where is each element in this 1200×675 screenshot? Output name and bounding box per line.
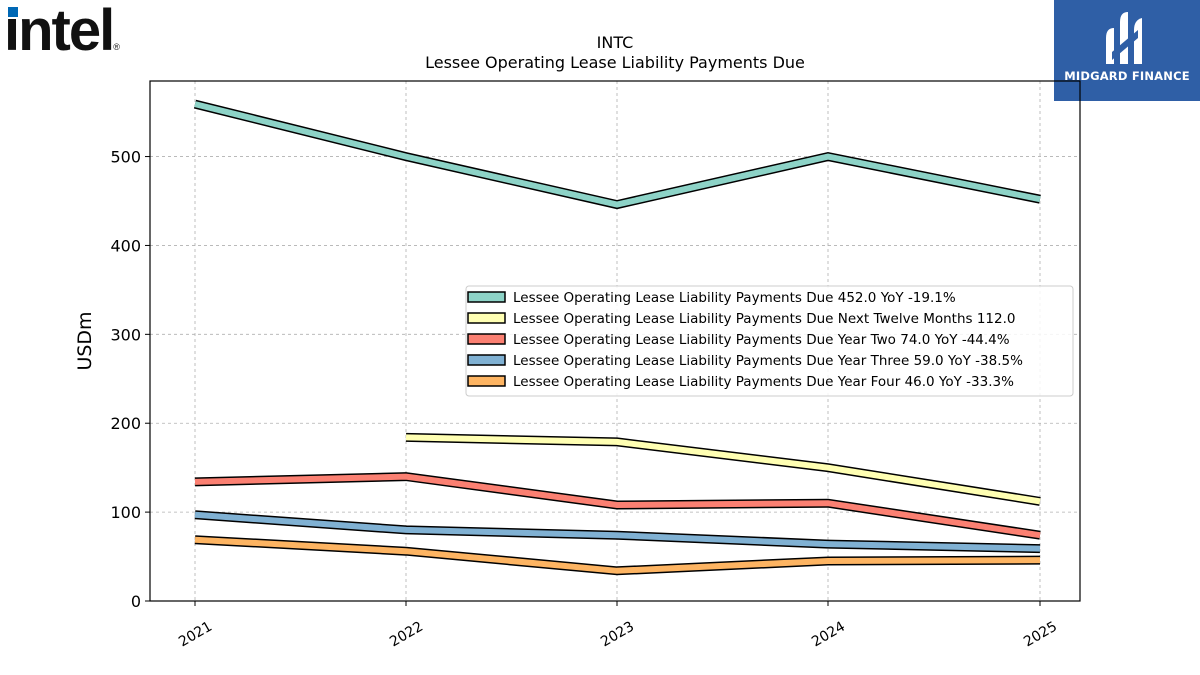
intel-logo-dot <box>8 7 18 17</box>
x-tick-label: 2023 <box>598 619 637 651</box>
y-tick-label: 300 <box>110 325 141 344</box>
midgard-finance-logo: MIDGARD FINANCE <box>1054 0 1200 101</box>
y-tick-label: 400 <box>110 236 141 255</box>
series-line-3 <box>194 511 1041 552</box>
x-tick-label: 2022 <box>387 619 426 651</box>
y-tick-label: 200 <box>110 414 141 433</box>
y-axis-label: USDm <box>74 311 96 370</box>
intel-logo: intel® <box>4 2 120 60</box>
series-line-4 <box>194 536 1041 574</box>
legend-swatch-3 <box>467 354 506 366</box>
midgard-logo-mark <box>1106 12 1142 64</box>
legend-label-3: Lessee Operating Lease Liability Payment… <box>513 353 1023 369</box>
intel-logo-text: intel <box>4 0 115 63</box>
plot-frame <box>149 80 1081 602</box>
chart-subtitle: Lessee Operating Lease Liability Payment… <box>425 53 805 72</box>
legend-swatch-1 <box>467 312 506 324</box>
series-line-0 <box>194 101 1041 208</box>
legend-swatch-2 <box>467 333 506 345</box>
x-tick-label: 2025 <box>1021 619 1060 651</box>
legend-label-1: Lessee Operating Lease Liability Payment… <box>513 311 1015 327</box>
legend-box <box>465 285 1074 397</box>
legend-label-4: Lessee Operating Lease Liability Payment… <box>513 374 1014 390</box>
legend-label-2: Lessee Operating Lease Liability Payment… <box>513 332 1010 348</box>
x-tick-label: 2021 <box>176 619 215 651</box>
chart-title: INTC <box>597 33 634 52</box>
axis-layer: 0 100 200 300 400 500 2021 2022 2023 2024 2025 <box>110 148 1060 651</box>
intel-logo-registered-mark: ® <box>113 42 120 52</box>
series-line-1 <box>405 434 1041 505</box>
midgard-finance-name: MIDGARD FINANCE <box>1064 69 1190 83</box>
legend-swatch-4 <box>467 375 506 387</box>
series-line-2 <box>194 473 1041 539</box>
legend: Lessee Operating Lease Liability Payment… <box>465 285 1074 397</box>
series-layer <box>193 99 1041 576</box>
legend-swatch-0 <box>467 291 506 303</box>
x-tick-label: 2024 <box>809 619 848 651</box>
y-tick-label: 500 <box>110 148 141 167</box>
y-tick-label: 0 <box>131 592 141 611</box>
series-line-outline-0 <box>193 99 1041 210</box>
legend-label-0: Lessee Operating Lease Liability Payment… <box>513 290 956 306</box>
y-tick-label: 100 <box>110 503 141 522</box>
